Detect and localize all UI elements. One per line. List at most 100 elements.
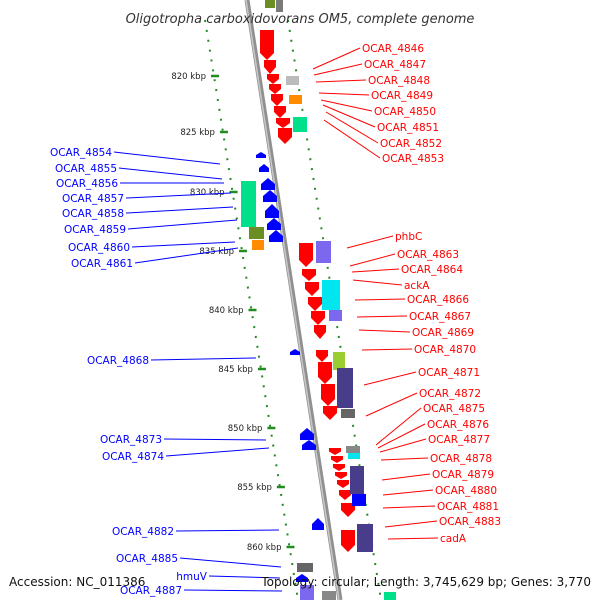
gene-arrow-forward <box>316 350 328 362</box>
leader-line <box>382 489 434 496</box>
gene-arrow-forward <box>264 60 276 74</box>
kbp-label: 850 kbp <box>228 424 263 434</box>
gene-label: OCAR_4878 <box>430 453 492 465</box>
leader-line <box>384 520 438 528</box>
gene-block <box>384 592 396 600</box>
gene-arrow-forward <box>341 530 355 552</box>
gene-label: OCAR_4846 <box>362 43 424 55</box>
leader-line <box>125 206 234 214</box>
gene-arrow-reverse <box>312 518 324 530</box>
accession-text: Accession: NC_011386 <box>9 575 145 589</box>
gene-block <box>241 181 256 227</box>
genome-backbone <box>244 0 343 600</box>
leader-line <box>118 167 223 180</box>
gene-label: OCAR_4877 <box>428 434 490 446</box>
gene-label: OCAR_4855 <box>55 163 117 175</box>
gene-arrow-reverse <box>265 204 279 218</box>
leader-line <box>165 447 270 457</box>
gene-arrow-forward <box>339 490 351 500</box>
gene-label: OCAR_4872 <box>419 388 481 400</box>
gene-block <box>293 117 307 132</box>
gene-label: ackA <box>404 280 430 292</box>
gene-block <box>297 563 313 572</box>
gene-arrow-forward <box>318 362 332 384</box>
gene-arrow-reverse <box>300 428 314 440</box>
gene-block <box>252 240 264 250</box>
gene-label: phbC <box>395 231 422 243</box>
gene-arrow-reverse <box>296 574 308 582</box>
gene-label: cadA <box>440 533 467 545</box>
gene-label: OCAR_4881 <box>437 501 499 513</box>
kbp-ticks: 820 kbp 825 kbp 830 kbp 835 kbp 840 kbp 845 k… <box>171 72 295 553</box>
gene-label: OCAR_4876 <box>427 419 489 431</box>
gene-label: OCAR_4852 <box>380 138 442 150</box>
gene-arrow-forward <box>276 118 290 128</box>
gene-label: OCAR_4849 <box>371 90 433 102</box>
gene-block <box>265 0 275 8</box>
gene-arrow-forward <box>333 464 345 471</box>
gene-label: OCAR_4866 <box>407 294 469 306</box>
gene-label: OCAR_4873 <box>100 434 162 446</box>
gene-label: OCAR_4864 <box>401 264 463 276</box>
leader-line <box>179 557 282 568</box>
leader-line <box>354 298 406 301</box>
leader-line <box>320 99 373 112</box>
gene-label: OCAR_4874 <box>102 451 164 463</box>
leader-line <box>318 92 370 96</box>
leader-line <box>175 529 280 532</box>
leader-line <box>346 235 394 249</box>
gene-label: OCAR_4879 <box>432 469 494 481</box>
gene-label: OCAR_4850 <box>374 106 436 118</box>
gene-label: OCAR_4875 <box>423 403 485 415</box>
genes <box>241 0 396 600</box>
gene-arrow-forward <box>274 106 286 118</box>
leader-line <box>387 537 439 540</box>
gene-arrow-forward <box>341 503 355 517</box>
gene-label: OCAR_4858 <box>62 208 124 220</box>
leader-line <box>131 241 236 248</box>
leader-line <box>365 392 418 417</box>
gene-arrow-forward <box>299 243 313 267</box>
gene-labels: OCAR_4846 OCAR_4847 OCAR_4848 OCAR_4849 OCAR… <box>50 43 501 597</box>
gene-block <box>348 453 360 459</box>
gene-label: hmuV <box>176 571 208 583</box>
leader-line <box>127 219 238 230</box>
gene-label: OCAR_4869 <box>412 327 474 339</box>
leader-line <box>113 151 221 165</box>
kbp-label: 830 kbp <box>190 188 225 198</box>
gene-block <box>352 494 366 506</box>
gene-arrow-reverse <box>267 218 281 230</box>
gene-block <box>341 409 355 418</box>
leader-line <box>312 47 361 70</box>
gene-arrow-forward <box>271 94 283 106</box>
gene-label: OCAR_4861 <box>71 258 133 270</box>
leader-line <box>363 371 417 386</box>
gene-arrow-forward <box>308 297 322 311</box>
leader-line <box>150 357 257 361</box>
gene-label: OCAR_4883 <box>439 516 501 528</box>
leader-line <box>377 423 426 449</box>
gene-block <box>286 76 299 85</box>
leader-line <box>322 104 376 128</box>
leader-line <box>382 505 436 509</box>
gene-label: OCAR_4856 <box>56 178 118 190</box>
gene-label: OCAR_4848 <box>368 75 430 87</box>
kbp-label: 820 kbp <box>171 72 206 82</box>
leader-line <box>379 438 427 453</box>
gene-arrow-reverse <box>290 349 300 355</box>
leader-line <box>163 438 267 441</box>
gene-block <box>346 446 360 453</box>
gene-label: OCAR_4867 <box>409 311 471 323</box>
kbp-label: 860 kbp <box>247 543 282 553</box>
leader-line <box>323 119 381 159</box>
gene-arrow-forward <box>311 311 325 325</box>
leader-line <box>375 407 422 446</box>
leader-line <box>325 111 379 144</box>
leader-line <box>361 348 413 351</box>
gene-block <box>289 95 302 104</box>
kbp-label: 845 kbp <box>218 365 253 375</box>
gene-label: OCAR_4863 <box>397 249 459 261</box>
label-leaders <box>113 47 439 592</box>
gene-arrow-forward <box>278 128 292 144</box>
gene-arrow-forward <box>305 282 319 296</box>
